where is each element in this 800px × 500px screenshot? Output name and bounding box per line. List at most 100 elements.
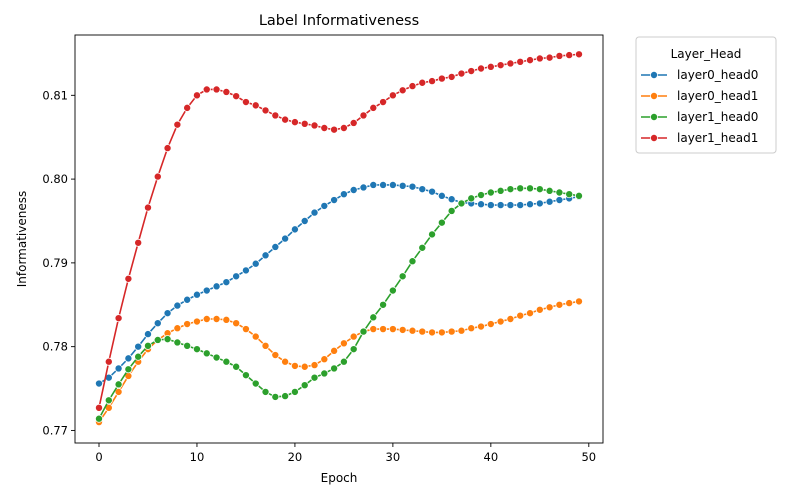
data-point [555,196,564,205]
data-point [428,328,437,337]
data-point [575,191,584,200]
legend-label: layer0_head1 [677,89,758,103]
legend-item-layer1_head1: layer1_head1 [641,131,758,145]
data-point [153,319,162,328]
data-point [192,345,201,354]
data-point [545,53,554,62]
y-axis-ticks: 0.77 0.78 0.79 0.80 0.81 [42,88,75,437]
data-point [477,322,486,331]
series-layer1_head1 [95,50,584,412]
data-point [202,286,211,295]
data-point [526,184,535,193]
legend-frame [635,36,777,154]
data-point [457,326,466,335]
data-point [428,77,437,86]
data-point [134,342,143,351]
data-point [173,338,182,347]
data-point [339,357,348,366]
data-point [114,364,123,373]
data-point [486,320,495,329]
data-point [330,364,339,373]
data-point [104,396,113,405]
data-point [379,180,388,189]
data-point [143,341,152,350]
data-point [241,371,250,380]
data-point [437,328,446,337]
data-point [232,92,241,101]
data-point [153,172,162,181]
data-point [496,186,505,195]
data-point [555,188,564,197]
legend-label: layer0_head0 [677,68,758,82]
data-point [477,191,486,200]
data-point [398,272,407,281]
data-point [388,325,397,334]
legend: Layer_Head layer0_head0 layer0_head1layer… [635,36,777,154]
data-point [232,272,241,281]
data-point [330,125,339,134]
data-point [477,200,486,209]
legend-marker [650,71,659,80]
data-point [261,387,270,396]
data-point [516,311,525,320]
data-point [261,251,270,260]
data-point [506,59,515,68]
data-point [506,185,515,194]
data-point [104,357,113,366]
data-point [290,225,299,234]
data-point [359,327,368,336]
data-point [467,324,476,333]
data-point [192,91,201,100]
data-point [212,282,221,291]
data-point [575,297,584,306]
data-point [134,352,143,361]
series-layer0_head1 [95,297,584,427]
legend-label: layer1_head1 [677,131,758,145]
data-point [437,74,446,83]
data-point [575,50,584,59]
data-point [173,120,182,129]
data-point [222,315,231,324]
data-point [486,62,495,71]
y-tick-label: 0.81 [42,88,68,102]
data-point [290,387,299,396]
legend-marker [650,133,659,142]
data-point [496,201,505,210]
data-point [300,381,309,390]
data-point [447,206,456,215]
data-point [173,301,182,310]
data-point [349,332,358,341]
x-tick-label: 50 [581,450,596,464]
data-point [212,353,221,362]
data-point [379,98,388,107]
data-point [251,259,260,268]
data-point [281,357,290,366]
data-point [320,123,329,132]
data-point [349,118,358,127]
data-point [241,266,250,275]
data-point [418,327,427,336]
data-point [545,303,554,312]
data-point [163,335,172,344]
data-point [271,242,280,251]
legend-marker [650,113,659,122]
data-point [447,327,456,336]
data-point [535,185,544,194]
data-point [271,111,280,120]
data-point [251,379,260,388]
y-axis-label: Informativeness [15,191,29,288]
data-point [535,199,544,208]
data-point [565,299,574,308]
data-point [418,243,427,252]
data-point [359,111,368,120]
data-point [428,230,437,239]
data-point [555,51,564,60]
data-point [251,332,260,341]
data-point [408,182,417,191]
data-point [535,305,544,314]
data-point [124,365,133,374]
data-point [388,180,397,189]
data-point [310,121,319,130]
chart-title: Label Informativeness [259,13,419,29]
